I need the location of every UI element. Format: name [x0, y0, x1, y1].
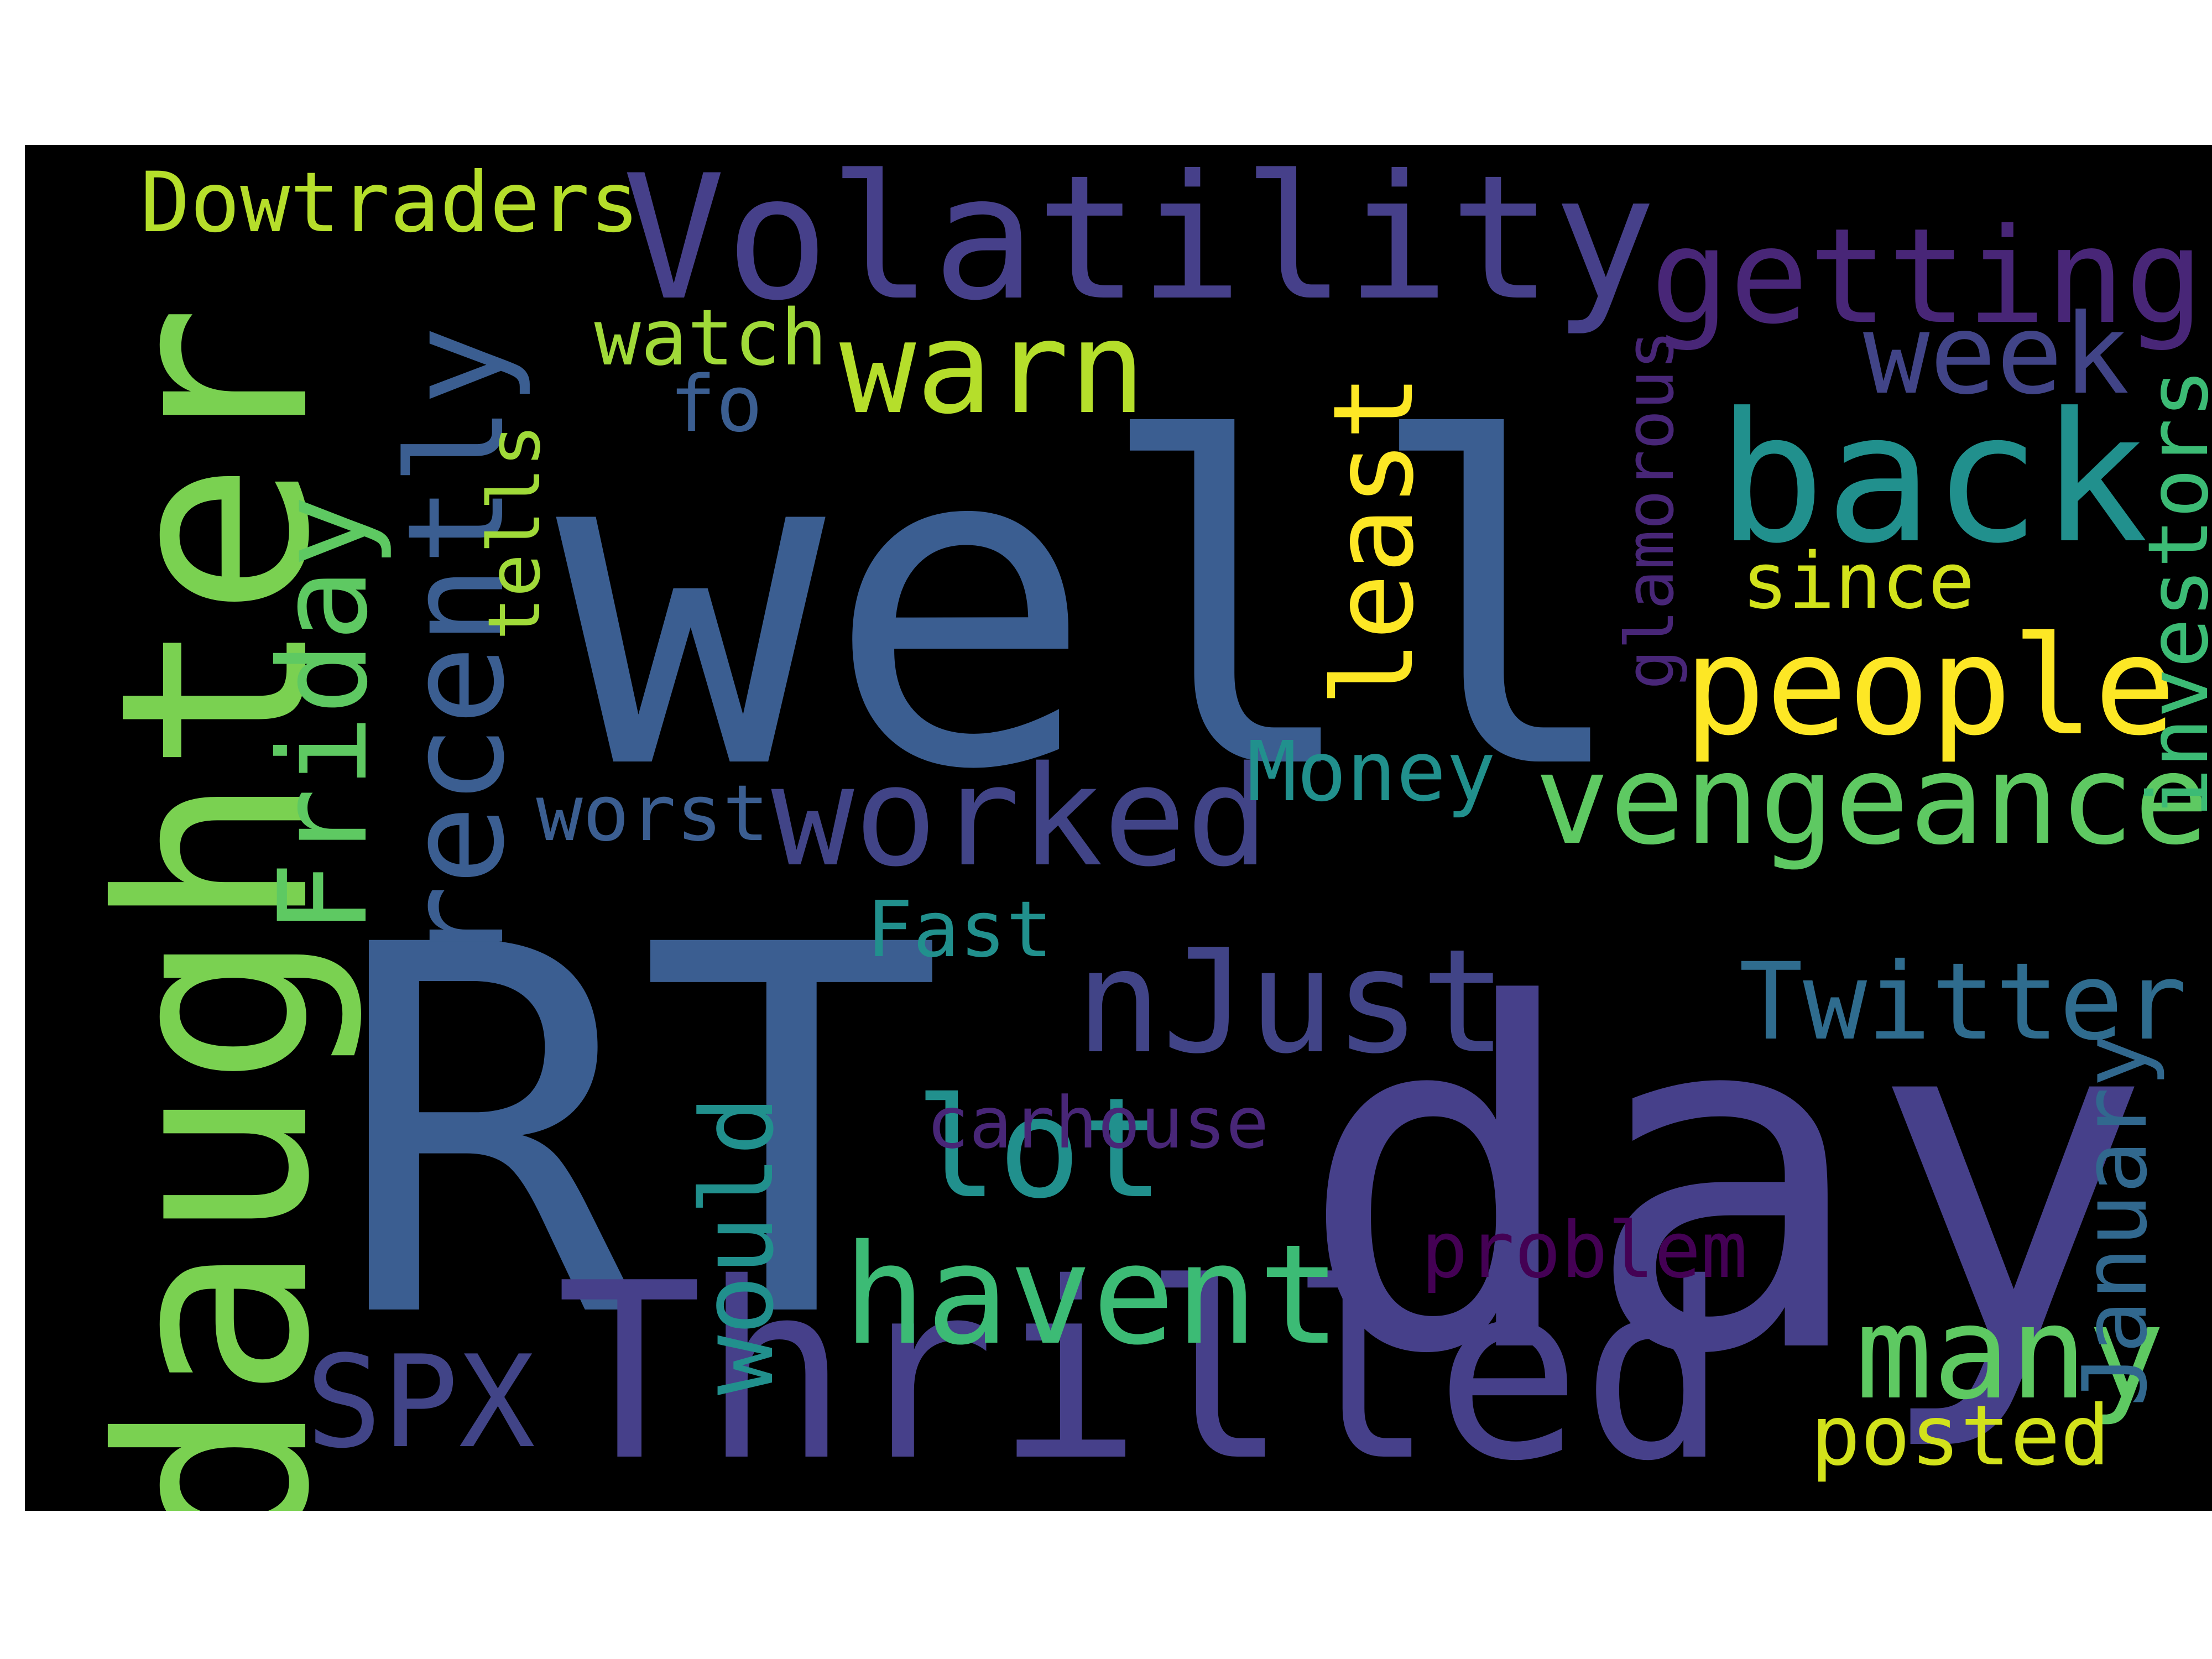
- word-posted: posted: [1811, 1388, 2110, 1484]
- word-least: least: [1310, 373, 1438, 707]
- word-cloud: well RT day Thrilled daughter Volatility…: [25, 145, 2212, 1511]
- word-worked: worked: [771, 736, 1270, 897]
- word-January: January: [2063, 1034, 2167, 1407]
- word-fo: fo: [669, 359, 763, 450]
- word-glamorous: glamorous: [1612, 330, 1689, 690]
- word-since: since: [1741, 536, 1975, 627]
- word-nJust: nJust: [1076, 918, 1507, 1086]
- word-investors: investors: [2131, 368, 2212, 818]
- word-Volatility: Volatility: [622, 145, 1657, 338]
- word-Thrilled: Thrilled: [556, 1231, 1728, 1511]
- word-recently: recently: [379, 326, 534, 965]
- word-Fast: Fast: [866, 885, 1053, 975]
- word-lot: lot: [915, 1068, 1165, 1229]
- word-worst: worst: [536, 769, 769, 859]
- word-vengeance: vengeance: [1535, 727, 2209, 873]
- word-watch: watch: [594, 293, 827, 383]
- word-day: day: [1297, 906, 2153, 1457]
- word-Dowtraders: Dowtraders: [140, 155, 640, 251]
- word-RT: RT: [333, 839, 944, 1430]
- word-people: people: [1683, 607, 2177, 766]
- word-week: week: [1863, 290, 2130, 419]
- word-warn: warn: [839, 295, 1146, 442]
- word-carhouse: carhouse: [926, 1082, 1269, 1165]
- word-many: many: [1855, 1278, 2165, 1428]
- word-Friday: Friday: [253, 494, 394, 935]
- word-well: well: [556, 346, 1634, 867]
- word-problem: problem: [1421, 1206, 1748, 1296]
- word-back: back: [1717, 375, 2148, 583]
- word-getting: getting: [1650, 201, 2204, 353]
- word-tells: tells: [472, 424, 556, 640]
- word-Money: Money: [1247, 724, 1496, 820]
- word-havent: havent: [843, 1214, 1342, 1375]
- word-would: would: [680, 1095, 796, 1395]
- word-Twitter: Twitter: [1739, 940, 2188, 1064]
- word-SPX: SPX: [305, 1329, 535, 1477]
